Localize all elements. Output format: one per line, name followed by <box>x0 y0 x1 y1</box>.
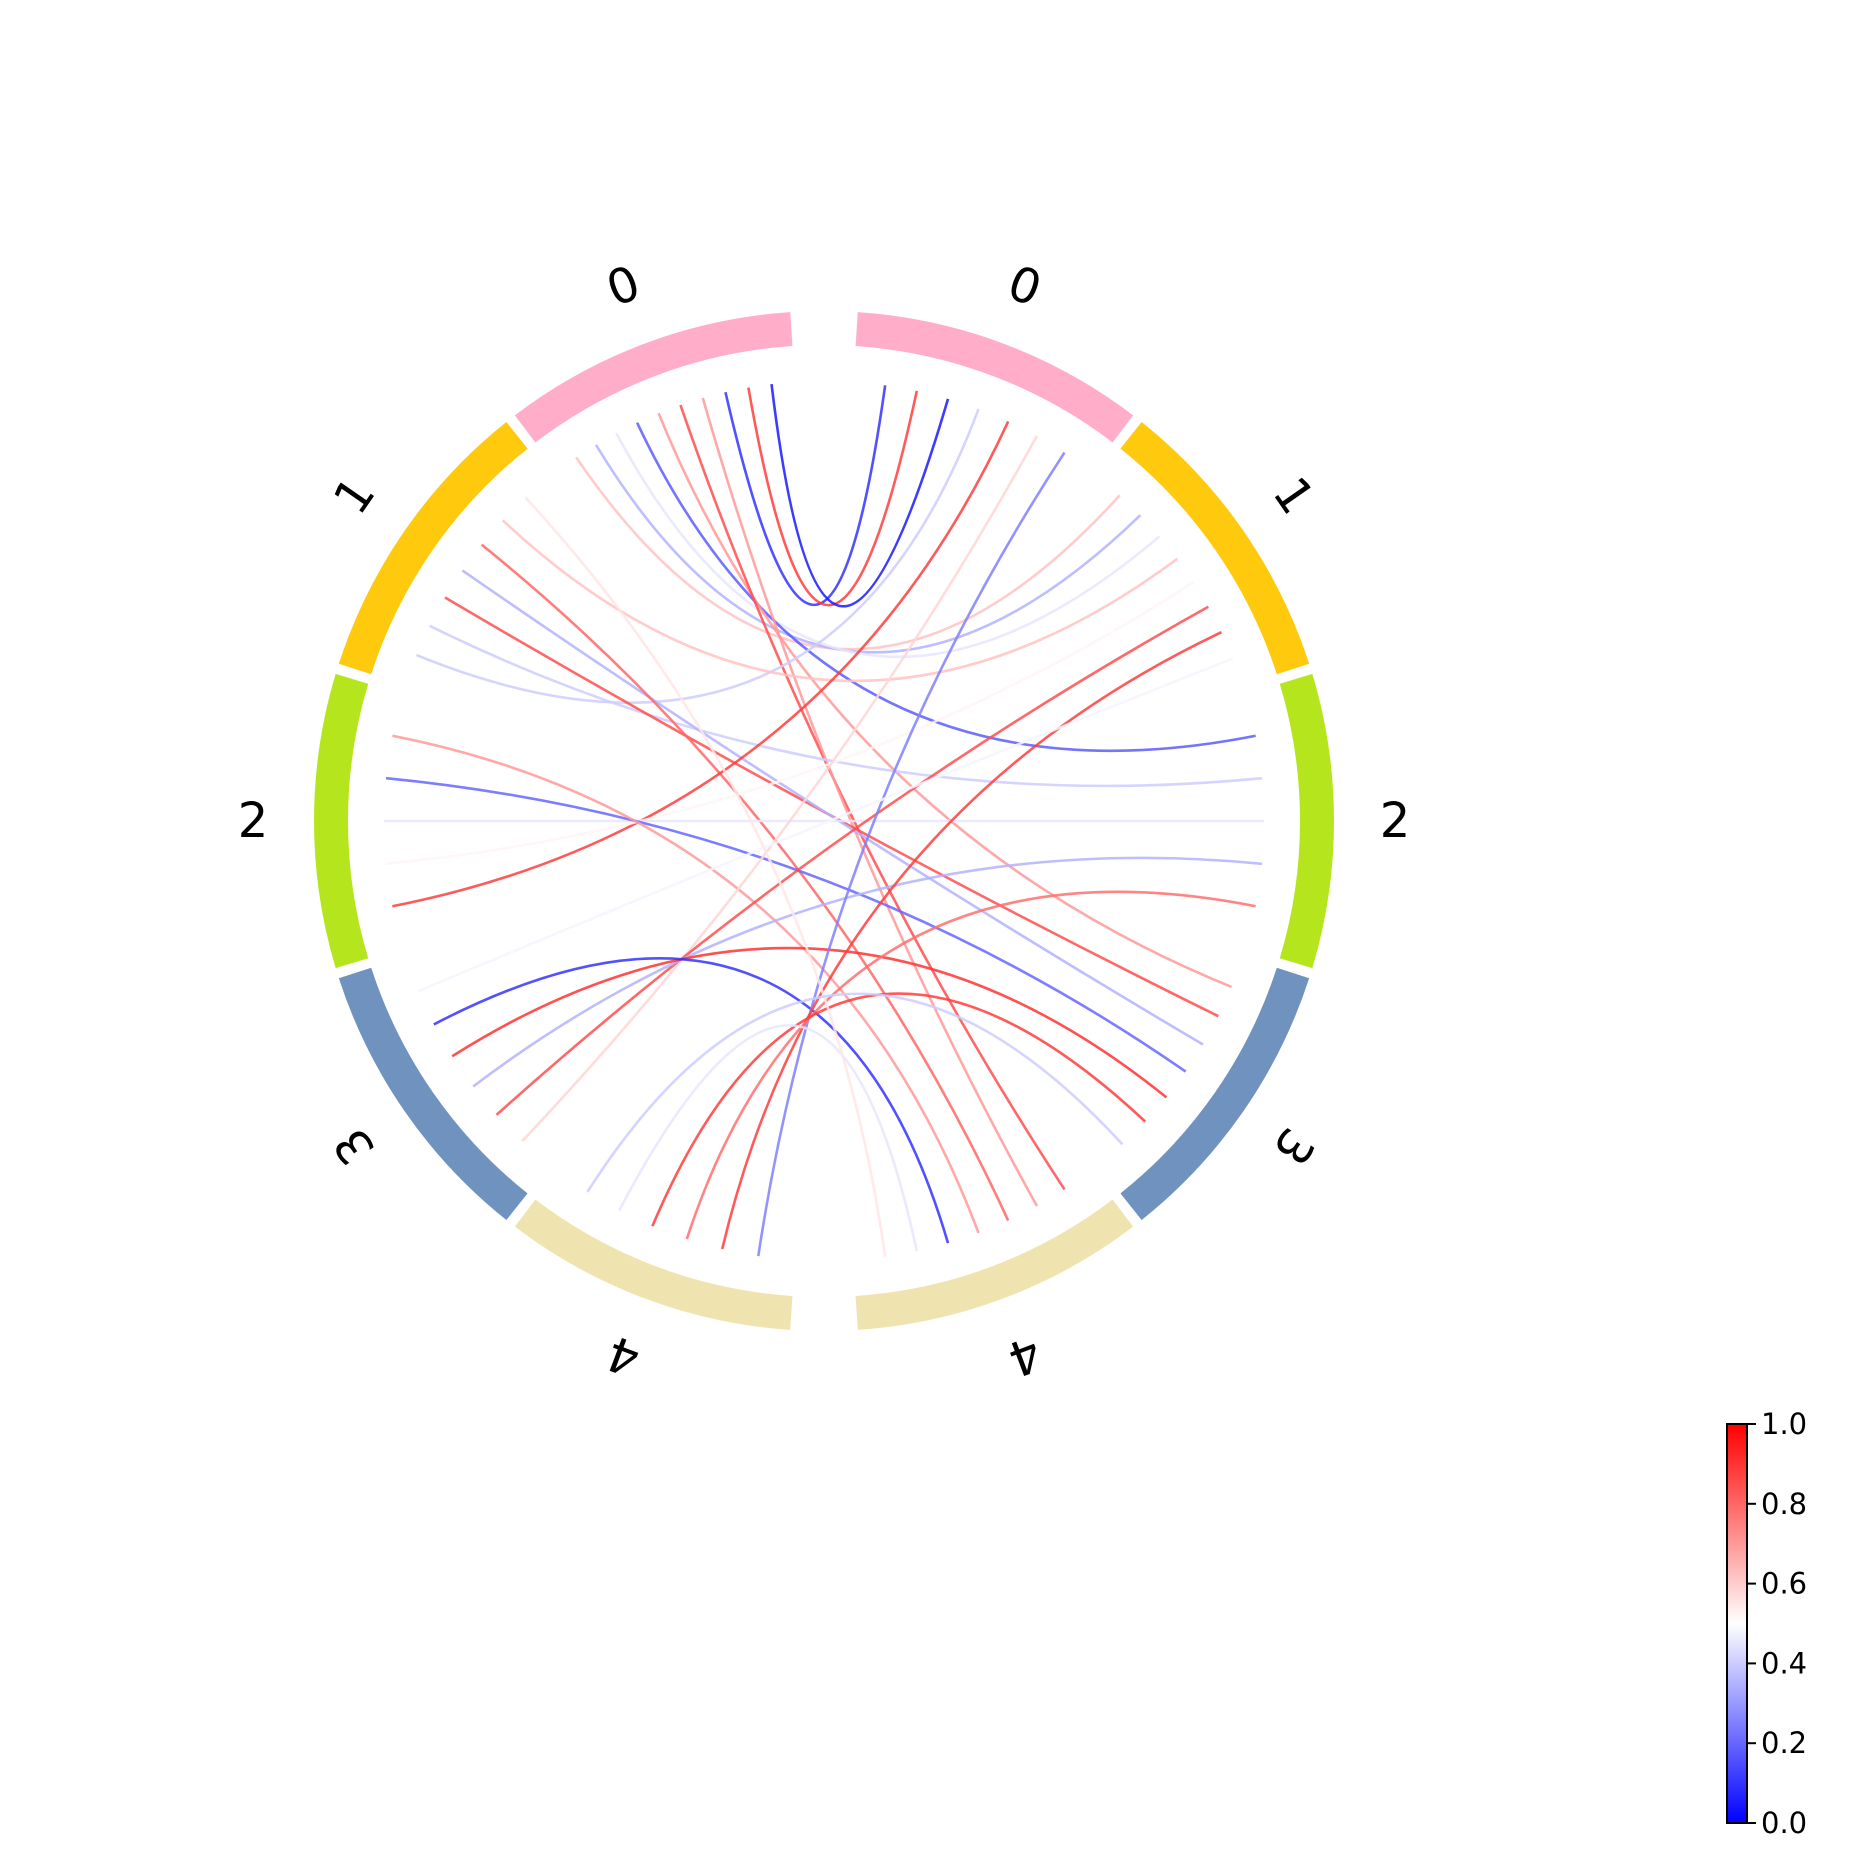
segment-right-1 <box>1120 421 1310 675</box>
segment-label-right-3: 3 <box>1262 1118 1325 1175</box>
segment-label-right-2: 2 <box>1380 793 1411 849</box>
segment-left-4 <box>514 1199 793 1330</box>
chord-link-13 <box>461 569 1204 1046</box>
colorbar-tick-label-4: 0.8 <box>1761 1487 1807 1521</box>
segment-label-right-0: 0 <box>1000 255 1048 318</box>
chord-link-16 <box>392 420 1010 908</box>
chord-link-6 <box>701 397 1039 1207</box>
segment-label-left-2: 2 <box>238 793 269 849</box>
chord-link-4 <box>657 412 1233 989</box>
chord-segments <box>314 312 1334 1330</box>
chord-links <box>384 383 1264 1257</box>
segment-left-1 <box>338 421 528 675</box>
chord-link-33 <box>586 992 1124 1193</box>
chord-link-5 <box>679 404 1066 1191</box>
chord-link-28 <box>685 890 1256 1240</box>
chord-link-19 <box>385 776 1187 1073</box>
chord-link-10 <box>415 408 980 704</box>
chord-link-8 <box>747 387 919 607</box>
colorbar-tick-label-3: 0.6 <box>1761 1567 1807 1601</box>
chord-link-30 <box>618 1024 919 1252</box>
chord-link-17 <box>385 581 1195 866</box>
colorbar-tick-label-0: 0.0 <box>1761 1806 1807 1840</box>
chord-link-32 <box>524 496 887 1257</box>
chord-link-31 <box>417 657 1234 993</box>
segment-right-4 <box>855 1199 1134 1330</box>
chord-link-9 <box>770 383 950 608</box>
chord-link-3 <box>635 422 1256 753</box>
segment-right-3 <box>1120 967 1310 1221</box>
chord-link-1 <box>594 444 1142 654</box>
segment-left-0 <box>514 312 793 443</box>
colorbar-tick-label-1: 0.2 <box>1761 1726 1807 1760</box>
colorbar-gradient <box>1726 1423 1748 1824</box>
segment-label-left-4: 4 <box>599 1324 647 1387</box>
chord-link-21 <box>521 435 1039 1143</box>
segment-label-right-1: 1 <box>1262 467 1325 524</box>
chord-link-12 <box>444 596 1219 1018</box>
chord-link-24 <box>451 946 1168 1099</box>
segment-label-left-3: 3 <box>323 1118 386 1175</box>
chord-link-22 <box>495 605 1209 1116</box>
segment-right-2 <box>1279 673 1334 969</box>
colorbar: 0.0 0.2 0.4 0.6 0.8 1.0 <box>1726 1407 1807 1840</box>
segment-left-2 <box>314 673 369 969</box>
colorbar-ticks: 0.0 0.2 0.4 0.6 0.8 1.0 <box>1747 1407 1807 1840</box>
chord-link-14 <box>480 543 1010 1222</box>
chord-link-27 <box>720 631 1222 1250</box>
chord-link-26 <box>757 451 1066 1257</box>
segment-left-3 <box>338 967 528 1221</box>
segment-label-right-4: 4 <box>1000 1324 1048 1387</box>
chord-link-7 <box>724 385 887 607</box>
colorbar-tick-label-2: 0.4 <box>1761 1646 1807 1680</box>
chord-link-2 <box>615 432 1161 659</box>
segment-label-left-0: 0 <box>599 255 647 318</box>
segment-label-left-1: 1 <box>323 467 386 524</box>
chord-link-25 <box>433 956 950 1244</box>
segment-right-0 <box>855 312 1134 443</box>
colorbar-tick-label-5: 1.0 <box>1761 1407 1807 1441</box>
chord-link-29 <box>651 992 1147 1227</box>
